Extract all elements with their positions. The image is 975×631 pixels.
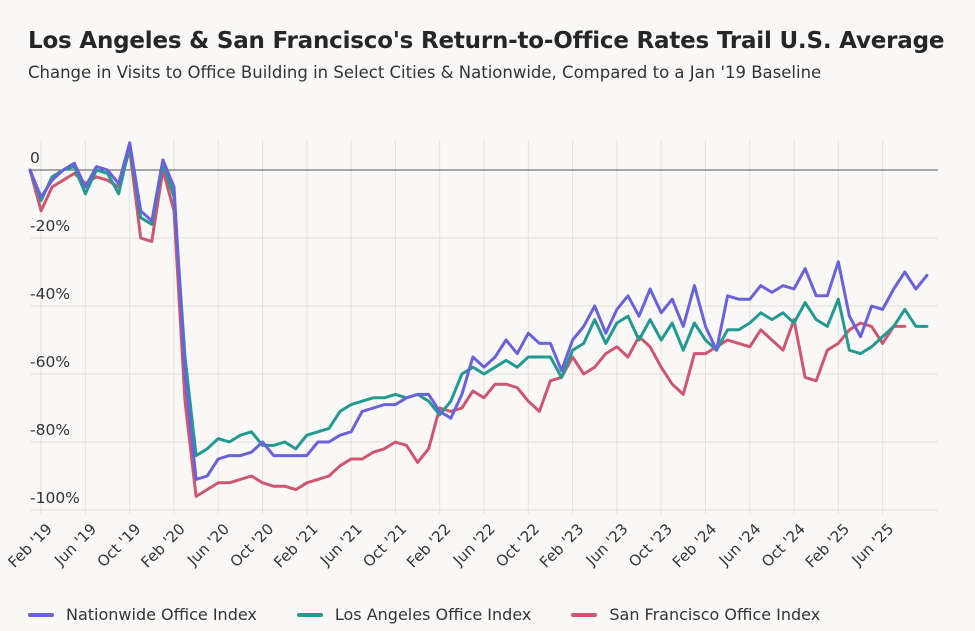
legend-label-nationwide: Nationwide Office Index — [66, 605, 257, 624]
x-tick-label: Feb '22 — [403, 520, 454, 571]
x-tick-label: Oct '19 — [94, 520, 145, 571]
y-tick-label: -20% — [30, 217, 70, 235]
x-tick-label: Jun '25 — [848, 520, 898, 570]
y-tick-label: 0 — [30, 149, 40, 167]
legend-swatch-nationwide — [28, 612, 54, 617]
x-tick-label: Feb '20 — [137, 520, 188, 571]
x-tick-label: Oct '23 — [625, 520, 676, 571]
legend-item-nationwide[interactable]: Nationwide Office Index — [28, 605, 257, 624]
x-tick-label: Feb '25 — [802, 520, 853, 571]
x-tick-label: Jun '21 — [316, 520, 366, 570]
x-tick-label: Feb '21 — [270, 520, 321, 571]
y-tick-label: -80% — [30, 421, 70, 439]
x-tick-label: Feb '19 — [5, 520, 56, 571]
x-tick-label: Jun '24 — [715, 520, 765, 570]
chart-legend: Nationwide Office Index Los Angeles Offi… — [28, 605, 860, 624]
y-tick-label: -60% — [30, 353, 70, 371]
series-line-nationwide-office-index — [28, 141, 929, 481]
x-tick-label: Feb '24 — [669, 520, 720, 571]
legend-item-los-angeles[interactable]: Los Angeles Office Index — [296, 605, 532, 624]
x-tick-label: Feb '23 — [536, 520, 587, 571]
x-tick-label: Oct '24 — [758, 520, 809, 571]
series-line-san-francisco-office-index — [28, 148, 907, 498]
legend-label-san-francisco: San Francisco Office Index — [609, 605, 821, 624]
chart-subtitle: Change in Visits to Office Building in S… — [28, 63, 822, 82]
y-tick-label: -100% — [30, 489, 80, 507]
x-tick-label: Oct '20 — [226, 520, 277, 571]
y-tick-label: -40% — [30, 285, 70, 303]
x-tick-label: Oct '21 — [359, 520, 410, 571]
x-tick-label: Jun '19 — [50, 520, 100, 570]
series-line-los-angeles-office-index — [28, 144, 929, 458]
legend-label-los-angeles: Los Angeles Office Index — [334, 605, 532, 624]
legend-item-san-francisco[interactable]: San Francisco Office Index — [571, 605, 820, 624]
legend-swatch-los-angeles — [296, 612, 323, 617]
x-tick-label: Jun '20 — [183, 520, 233, 570]
chart-title: Los Angeles & San Francisco's Return-to-… — [28, 28, 945, 54]
x-tick-label: Oct '22 — [492, 520, 543, 571]
x-tick-label: Jun '23 — [582, 520, 632, 570]
x-tick-label: Jun '22 — [449, 520, 499, 570]
legend-swatch-san-francisco — [571, 612, 598, 617]
